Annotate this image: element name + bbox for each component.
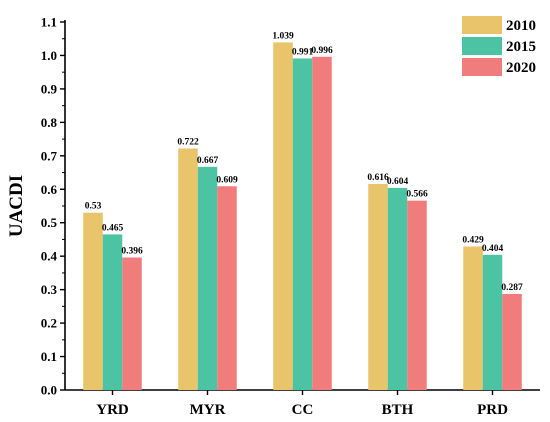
data-label: 0.287 — [501, 283, 523, 293]
legend-label-2010: 2010 — [506, 18, 536, 34]
data-labels-group: 0.530.4650.3960.7220.6670.6091.0390.9910… — [85, 31, 523, 293]
bar-yrd-2020 — [122, 257, 142, 390]
bar-series-group — [83, 42, 522, 391]
bar-bth-2015 — [387, 187, 408, 390]
x-category-label: CC — [292, 402, 314, 418]
data-label: 0.991 — [292, 47, 314, 57]
data-label: 0.996 — [311, 46, 333, 56]
y-tick-label: 0.8 — [41, 115, 58, 130]
data-label: 0.465 — [102, 223, 124, 233]
bar-yrd-2010 — [83, 212, 103, 390]
legend-swatch-2010 — [462, 16, 502, 34]
x-category-label: YRD — [96, 402, 129, 418]
bar-yrd-2015 — [102, 234, 123, 390]
y-tick-label: 0.5 — [41, 215, 58, 230]
x-category-label: MYR — [190, 402, 226, 418]
bar-prd-2010 — [463, 246, 483, 390]
y-tick-label: 1.0 — [41, 48, 57, 63]
y-axis-label: UACDI — [6, 175, 27, 237]
bar-prd-2015 — [482, 254, 503, 390]
legend-swatch-2020 — [462, 58, 502, 76]
y-tick-label: 0.0 — [41, 383, 57, 398]
bar-prd-2020 — [502, 293, 522, 390]
x-category-label: BTH — [382, 402, 414, 418]
data-label: 0.429 — [462, 235, 484, 245]
bar-bth-2010 — [368, 183, 388, 390]
x-axis-categories: YRD MYR CC BTH PRD — [96, 390, 508, 418]
data-label: 0.404 — [482, 244, 504, 254]
bar-bth-2020 — [407, 200, 427, 390]
bar-myr-2010 — [178, 148, 198, 390]
data-label: 0.722 — [177, 137, 199, 147]
chart-legend: 2010 2015 2020 — [462, 16, 536, 76]
data-label: 0.667 — [197, 156, 219, 166]
bar-cc-2015 — [292, 58, 313, 390]
legend-label-2020: 2020 — [506, 60, 536, 76]
data-label: 0.53 — [85, 202, 102, 212]
y-tick-label: 0.4 — [41, 249, 58, 264]
y-tick-label: 0.2 — [41, 316, 57, 331]
y-tick-label: 0.3 — [41, 282, 58, 297]
data-label: 1.039 — [272, 31, 294, 41]
data-label: 0.566 — [406, 190, 428, 200]
y-tick-label: 0.7 — [41, 148, 58, 163]
x-category-label: PRD — [477, 402, 508, 418]
data-label: 0.609 — [216, 175, 238, 185]
y-tick-label: 0.9 — [41, 81, 58, 96]
bar-cc-2010 — [273, 42, 293, 390]
y-axis-ticks: 0.0 0.1 0.2 0.3 0.4 0.5 0.6 0.7 0.8 0.9 1.0 1.1 — [41, 15, 65, 398]
data-label: 0.616 — [367, 173, 389, 183]
y-tick-label: 0.6 — [41, 182, 58, 197]
y-tick-label: 1.1 — [41, 15, 57, 30]
data-label: 0.604 — [387, 177, 409, 187]
y-tick-label: 0.1 — [41, 349, 57, 364]
legend-label-2015: 2015 — [506, 39, 536, 55]
bar-myr-2020 — [217, 186, 237, 390]
bar-cc-2020 — [312, 56, 332, 391]
data-label: 0.396 — [121, 247, 143, 257]
bar-myr-2015 — [197, 166, 218, 390]
legend-swatch-2015 — [462, 37, 502, 55]
